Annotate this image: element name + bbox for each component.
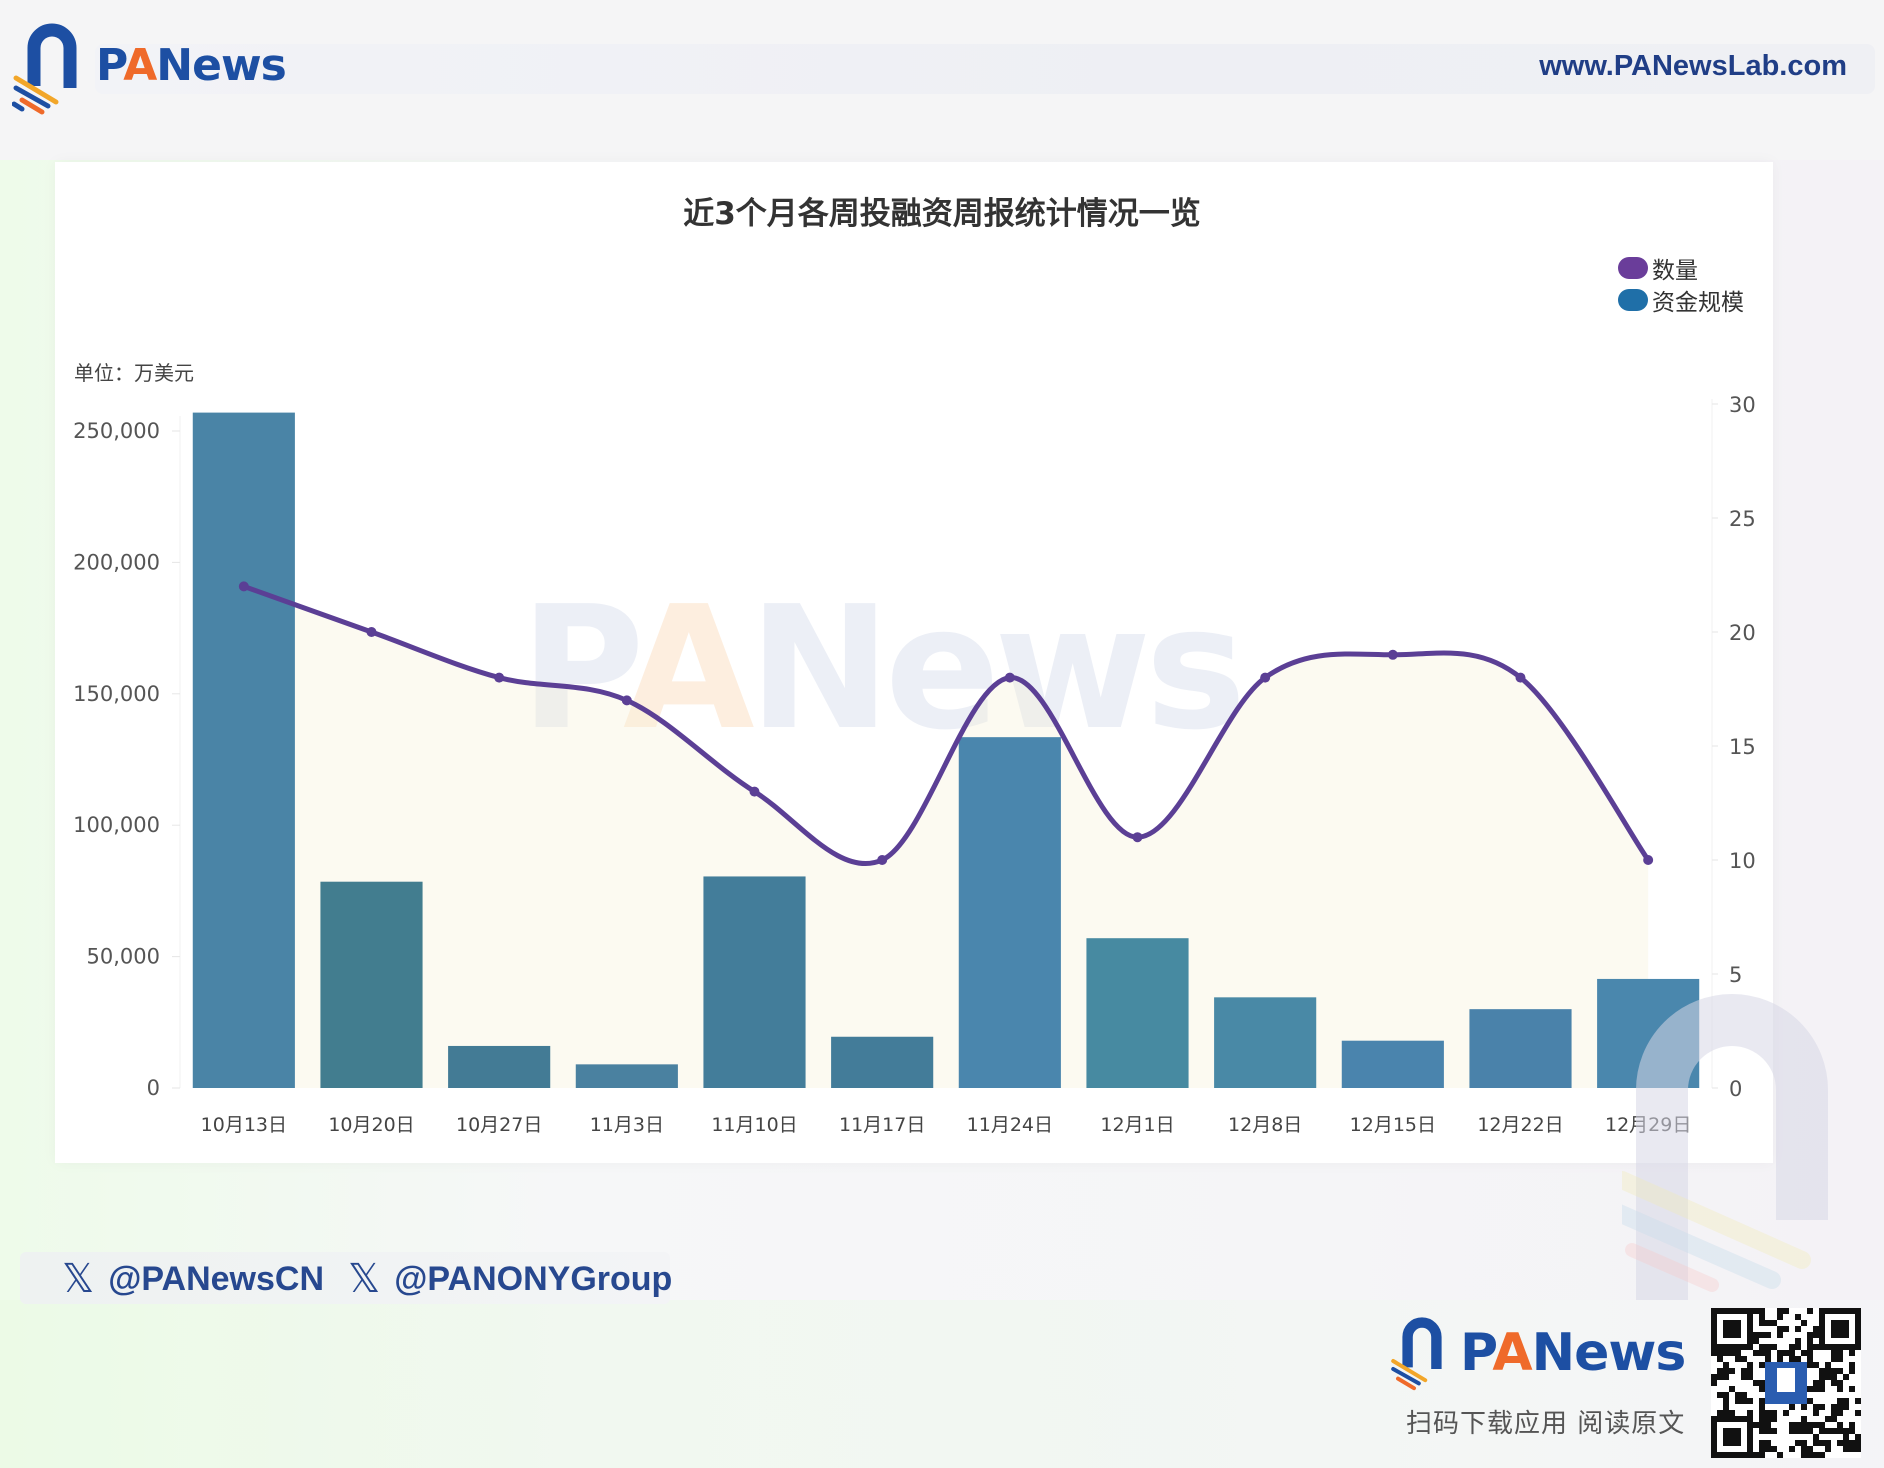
line-point[interactable] [749, 786, 760, 797]
bar[interactable] [703, 876, 806, 1088]
download-slogan: 扫码下载应用 阅读原文 [1406, 1409, 1686, 1439]
x-tick-label: 12月29日 [1605, 1114, 1691, 1136]
bar[interactable] [1341, 1040, 1444, 1088]
x-tick-label: 11月10日 [711, 1114, 797, 1136]
y2-tick-label: 30 [1729, 393, 1756, 417]
legend-item-count[interactable]: 数量 [1618, 252, 1744, 284]
bar[interactable] [1214, 997, 1317, 1088]
x-tick-label: 10月20日 [328, 1114, 414, 1136]
y2-tick-label: 20 [1729, 621, 1756, 645]
legend-dot-icon [1618, 289, 1648, 311]
website-link[interactable]: www.PANewsLab.com [1539, 50, 1847, 82]
chart-title: 近3个月各周投融资周报统计情况一览 [683, 196, 1201, 232]
x-tick-label: 11月17日 [839, 1114, 925, 1136]
x-tick-label: 12月15日 [1350, 1114, 1436, 1136]
legend-item-funding[interactable]: 资金规模 [1618, 284, 1744, 316]
y-tick-label: 0 [147, 1076, 160, 1100]
legend-dot-icon [1618, 257, 1648, 279]
social-link-panonygroup[interactable]: 𝕏 @PANONYGroup [348, 1257, 673, 1301]
line-point[interactable] [1515, 672, 1526, 683]
qr-code[interactable] [1711, 1308, 1861, 1458]
footer-band [0, 1300, 1884, 1468]
bar[interactable] [575, 1064, 678, 1088]
y-tick-label: 50,000 [87, 945, 160, 969]
bar[interactable] [831, 1036, 934, 1088]
line-point[interactable] [366, 627, 377, 637]
x-tick-label: 10月27日 [456, 1114, 542, 1136]
x-twitter-icon: 𝕏 [348, 1257, 381, 1301]
header-band [95, 44, 1875, 94]
x-tick-label: 12月8日 [1228, 1114, 1302, 1136]
bar[interactable] [1597, 978, 1700, 1088]
social-link-panewscn[interactable]: 𝕏 @PANewsCN [62, 1257, 325, 1301]
footer-brand: PANews [1390, 1313, 1686, 1393]
line-point[interactable] [1643, 855, 1654, 865]
x-tick-label: 11月24日 [967, 1114, 1053, 1136]
line-point[interactable] [1387, 649, 1398, 660]
y-tick-label: 150,000 [73, 682, 160, 706]
x-tick-label: 11月3日 [590, 1114, 664, 1136]
y2-tick-label: 5 [1729, 963, 1742, 987]
bar[interactable] [320, 881, 423, 1088]
chart-legend: 数量 资金规模 [1618, 252, 1744, 316]
x-tick-label: 12月22日 [1477, 1114, 1563, 1136]
line-point[interactable] [494, 672, 505, 683]
line-point[interactable] [238, 581, 249, 592]
bar[interactable] [192, 412, 295, 1088]
unit-label: 单位：万美元 [74, 361, 194, 385]
brand-name: PANews [96, 40, 287, 91]
y2-tick-label: 0 [1729, 1077, 1742, 1101]
y2-tick-label: 10 [1729, 849, 1756, 873]
x-twitter-icon: 𝕏 [62, 1257, 95, 1301]
y-tick-label: 200,000 [73, 550, 160, 574]
y2-tick-label: 15 [1729, 735, 1756, 759]
x-tick-label: 12月1日 [1100, 1114, 1174, 1136]
line-point[interactable] [1004, 672, 1015, 683]
panews-logo-icon [12, 23, 77, 115]
y-tick-label: 100,000 [73, 813, 160, 837]
bar[interactable] [1086, 938, 1189, 1088]
line-point[interactable] [877, 855, 888, 865]
panews-logo-icon [1391, 1317, 1442, 1391]
line-point[interactable] [1132, 832, 1143, 843]
line-point[interactable] [621, 695, 632, 706]
bar[interactable] [958, 737, 1061, 1088]
y-tick-label: 250,000 [73, 419, 160, 443]
footer-brand-name: PANews [1460, 1323, 1686, 1383]
bar[interactable] [1469, 1009, 1572, 1088]
social-band [20, 1252, 670, 1304]
line-area-fill [243, 586, 1649, 1088]
bar[interactable] [448, 1045, 551, 1088]
line-point[interactable] [1260, 672, 1271, 683]
x-tick-label: 10月13日 [201, 1114, 287, 1136]
y2-tick-label: 25 [1729, 507, 1756, 531]
